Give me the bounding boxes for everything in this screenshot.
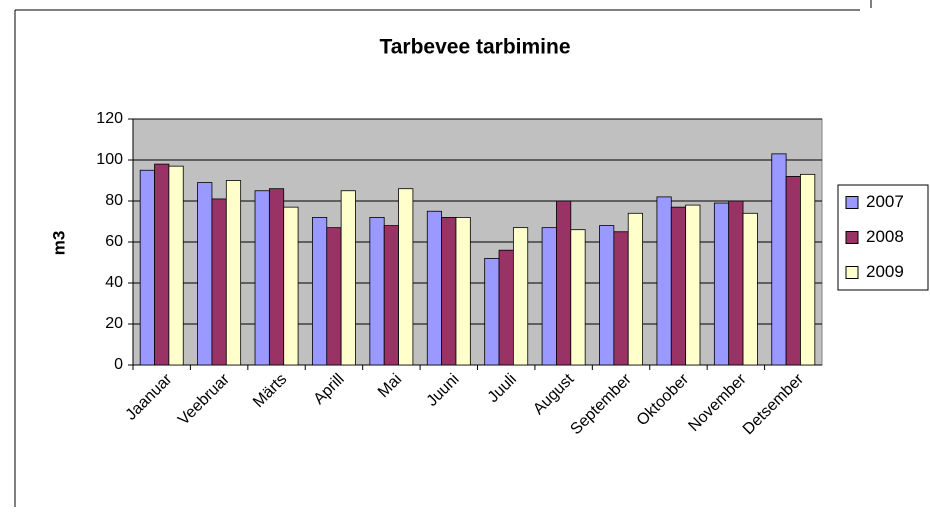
bar	[197, 182, 213, 366]
bar	[541, 227, 557, 366]
bar	[713, 202, 730, 366]
legend-swatch	[845, 196, 859, 209]
bar	[685, 204, 701, 366]
bar	[570, 229, 586, 366]
bar	[484, 257, 500, 366]
bar	[426, 210, 443, 366]
bar	[139, 169, 155, 366]
x-tick-label: September	[567, 370, 635, 438]
bar	[326, 227, 342, 366]
legend-swatch	[845, 266, 859, 279]
bar	[627, 212, 643, 366]
bar	[398, 188, 414, 366]
x-tick-label: Veebruar	[175, 370, 233, 428]
bar	[800, 173, 816, 366]
x-tick-label: Jaanuar	[123, 370, 176, 423]
bar	[498, 249, 514, 366]
x-tick-label: Aprill	[311, 371, 348, 408]
bar	[254, 190, 270, 366]
bar	[268, 188, 285, 366]
bar	[599, 225, 615, 366]
legend-label: 2009	[866, 262, 904, 281]
x-tick-label: Mai	[375, 371, 405, 401]
bar	[211, 198, 227, 366]
x-tick-label: Märts	[250, 371, 290, 411]
y-axis-label: m3	[49, 231, 68, 256]
bar	[670, 206, 687, 366]
bar	[556, 200, 572, 366]
bar	[613, 231, 629, 366]
y-tick-label: 0	[114, 356, 123, 373]
bar	[312, 216, 328, 366]
bar	[728, 200, 744, 366]
bar	[771, 153, 787, 366]
bar	[340, 190, 356, 366]
x-tick-label: Oktoober	[634, 370, 693, 429]
y-tick-label: 80	[105, 192, 123, 209]
y-tick-label: 60	[105, 233, 123, 250]
chart-title: Tarbevee tarbimine	[379, 36, 570, 59]
bar	[455, 216, 471, 366]
x-tick-label: Detsember	[740, 370, 808, 438]
legend-label: 2008	[866, 227, 904, 246]
bar	[512, 227, 529, 366]
bar	[785, 175, 801, 366]
x-tick-label: Juuni	[424, 371, 463, 410]
bar	[742, 212, 758, 366]
legend-label: 2007	[866, 192, 904, 211]
bar	[656, 196, 672, 366]
bar	[283, 206, 299, 366]
bar	[369, 216, 385, 366]
bar	[383, 225, 399, 366]
legend-swatch	[845, 231, 859, 244]
x-tick-label: August	[530, 370, 578, 418]
x-tick-label: Juuli	[485, 371, 520, 406]
y-tick-label: 40	[105, 274, 123, 291]
bar	[154, 163, 170, 366]
bar	[168, 165, 184, 366]
y-tick-label: 20	[105, 315, 123, 332]
bar	[225, 180, 242, 366]
bar	[441, 216, 457, 366]
y-tick-label: 120	[96, 110, 123, 127]
y-tick-label: 100	[96, 151, 123, 168]
